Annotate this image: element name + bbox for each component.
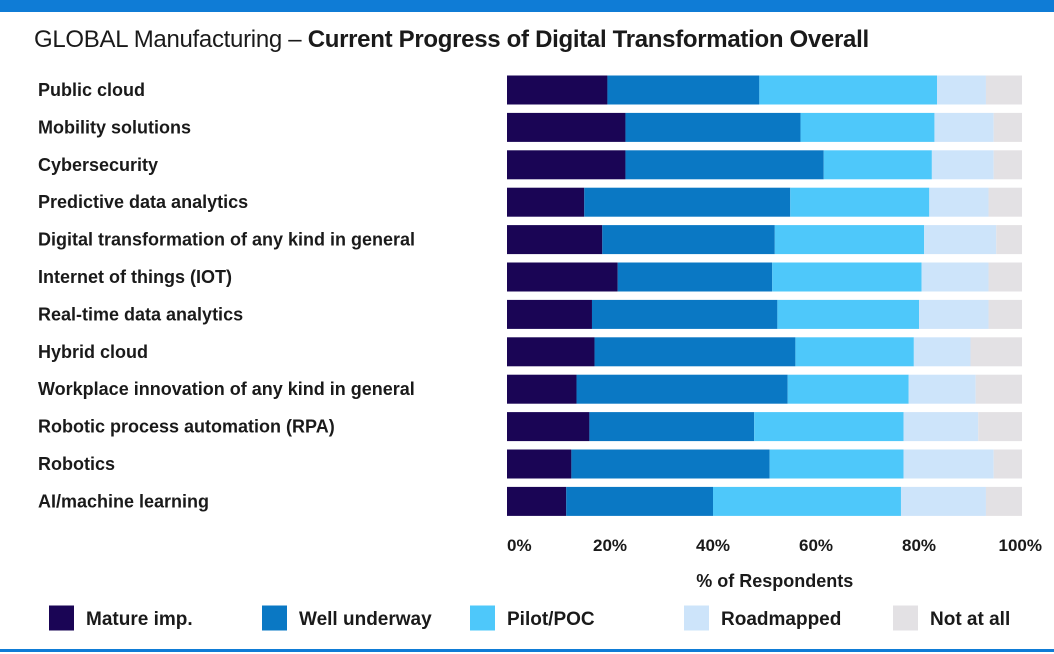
bar-segment <box>584 187 791 217</box>
bar-segment <box>985 486 1022 516</box>
bar-segment <box>507 112 626 142</box>
x-tick-label: 60% <box>799 536 833 555</box>
legend-label: Well underway <box>299 609 432 630</box>
bar-segment <box>507 374 577 404</box>
category-label: AI/machine learning <box>38 491 209 511</box>
bar-segment <box>993 150 1022 180</box>
category-label: Internet of things (IOT) <box>38 267 232 287</box>
legend-label: Mature imp. <box>86 609 193 630</box>
category-label: Public cloud <box>38 80 145 100</box>
bar-segment <box>507 449 572 479</box>
bar-segment <box>507 299 592 329</box>
bar-segment <box>921 262 989 292</box>
bar-segment <box>507 262 618 292</box>
category-label: Workplace innovation of any kind in gene… <box>38 379 415 399</box>
bar-segment <box>996 225 1022 255</box>
bar-segment <box>507 75 608 105</box>
bar-segment <box>993 112 1022 142</box>
bar-segment <box>769 449 904 479</box>
bar-segment <box>576 374 788 404</box>
bar-segment <box>787 374 909 404</box>
bar-segment <box>759 75 938 105</box>
category-label: Cybersecurity <box>38 155 158 175</box>
bar-segment <box>507 150 626 180</box>
bar-segment <box>800 112 935 142</box>
top-accent-bar <box>0 0 1054 12</box>
bar-segment <box>913 337 971 367</box>
x-tick-label: 100% <box>999 536 1042 555</box>
legend-label: Pilot/POC <box>507 609 595 630</box>
x-axis-title: % of Respondents <box>696 571 853 591</box>
category-label: Robotic process automation (RPA) <box>38 417 335 437</box>
bar-segment <box>507 337 595 367</box>
bar-segment <box>607 75 760 105</box>
bar-segment <box>507 225 603 255</box>
legend-swatch <box>470 605 495 631</box>
category-label: Hybrid cloud <box>38 342 148 362</box>
legend-swatch <box>893 605 918 631</box>
bar-segment <box>591 299 778 329</box>
bar-segment <box>903 449 994 479</box>
bar-segment <box>795 337 914 367</box>
bar-segment <box>823 150 932 180</box>
bar-segment <box>566 486 713 516</box>
bar-segment <box>970 337 1022 367</box>
bar-segment <box>790 187 930 217</box>
category-label: Predictive data analytics <box>38 192 248 212</box>
x-tick-label: 0% <box>507 536 532 555</box>
bar-segment <box>589 412 755 442</box>
bar-segment <box>988 299 1022 329</box>
category-label: Robotics <box>38 454 115 474</box>
chart-title: GLOBAL Manufacturing – Current Progress … <box>34 26 869 54</box>
bar-segment <box>507 187 585 217</box>
bar-segment <box>754 412 904 442</box>
chart-title-main: Current Progress of Digital Transformati… <box>307 26 869 53</box>
bar-segment <box>774 225 925 255</box>
bar-segment <box>988 187 1022 217</box>
legend-label: Roadmapped <box>721 609 841 630</box>
bar-segment <box>988 262 1022 292</box>
bar-segment <box>602 225 775 255</box>
bar-segment <box>975 374 1022 404</box>
legend-swatch <box>49 605 74 631</box>
bar-segment <box>908 374 976 404</box>
bar-segment <box>924 225 997 255</box>
bar-segment <box>777 299 919 329</box>
bar-segment <box>507 486 567 516</box>
bar-segment <box>993 449 1022 479</box>
bar-segment <box>625 112 801 142</box>
category-label: Digital transformation of any kind in ge… <box>38 230 415 250</box>
category-label: Mobility solutions <box>38 117 191 137</box>
bar-segment <box>507 412 590 442</box>
chart-title-prefix: GLOBAL Manufacturing – <box>34 26 308 53</box>
legend-label: Not at all <box>930 609 1010 630</box>
x-tick-label: 20% <box>593 536 627 555</box>
x-tick-label: 80% <box>902 536 936 555</box>
bar-segment <box>571 449 770 479</box>
bar-segment <box>919 299 989 329</box>
bar-segment <box>978 412 1022 442</box>
bar-segment <box>900 486 986 516</box>
bar-segment <box>594 337 796 367</box>
x-tick-label: 40% <box>696 536 730 555</box>
bar-segment <box>713 486 901 516</box>
legend-swatch <box>684 605 709 631</box>
bar-segment <box>985 75 1022 105</box>
bar-segment <box>617 262 773 292</box>
bar-segment <box>903 412 979 442</box>
bar-segment <box>931 150 994 180</box>
bottom-accent-line <box>0 649 1054 652</box>
bar-segment <box>934 112 994 142</box>
legend-swatch <box>262 605 287 631</box>
bar-segment <box>937 75 986 105</box>
category-label: Real-time data analytics <box>38 304 243 324</box>
bar-segment <box>625 150 824 180</box>
bar-segment <box>929 187 989 217</box>
bar-segment <box>772 262 922 292</box>
